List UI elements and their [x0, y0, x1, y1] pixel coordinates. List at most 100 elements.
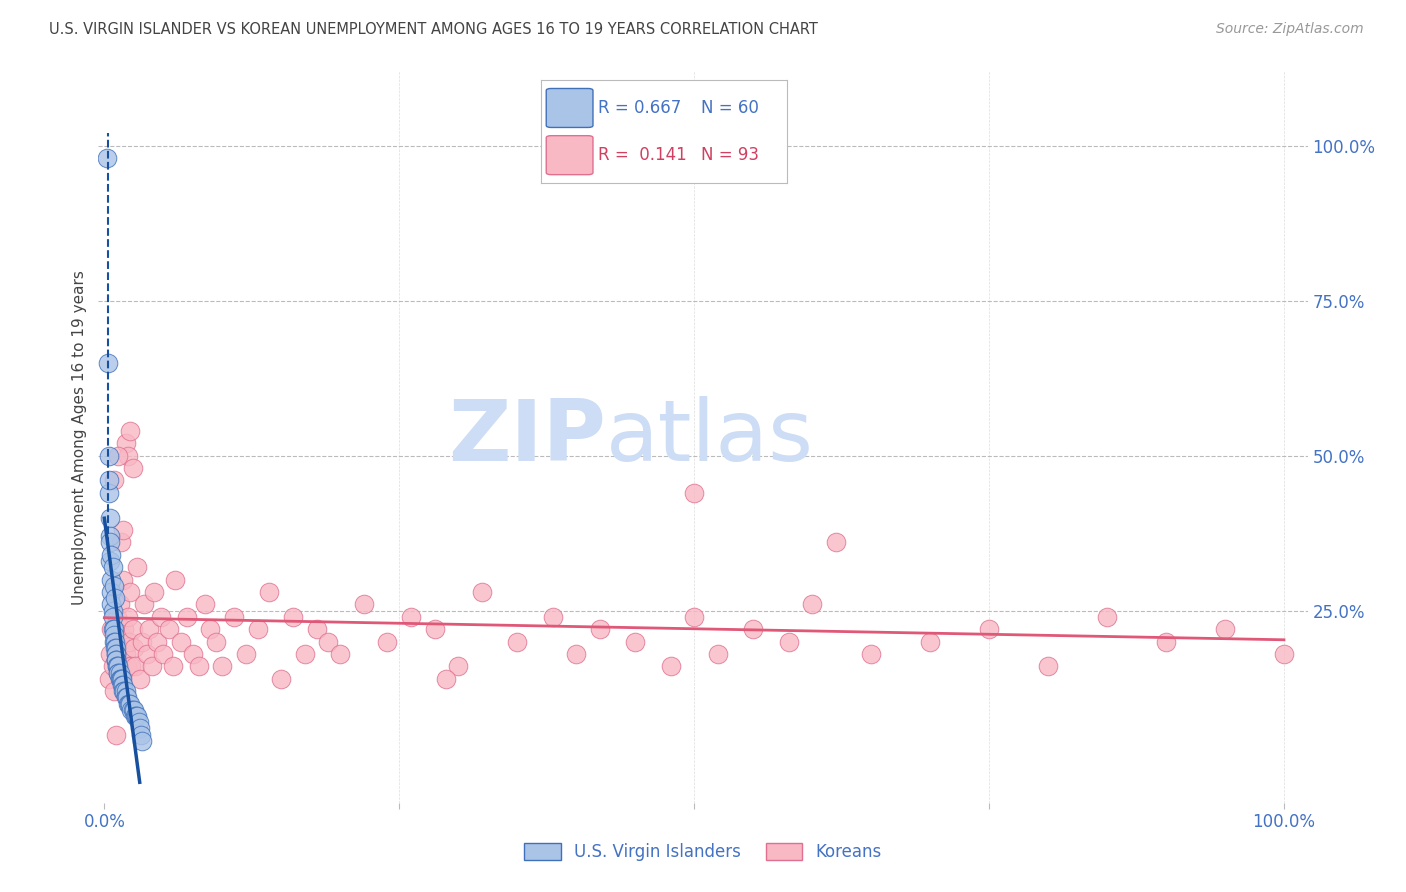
- Point: [101, 610, 124, 624]
- Point: [778, 634, 800, 648]
- Point: [977, 622, 1000, 636]
- Point: [659, 659, 682, 673]
- Point: [122, 703, 145, 717]
- Point: [162, 659, 184, 673]
- Point: [142, 585, 165, 599]
- Point: [104, 591, 127, 606]
- Point: [134, 598, 156, 612]
- Point: [471, 585, 494, 599]
- Point: [128, 672, 150, 686]
- Point: [125, 709, 148, 723]
- Point: [205, 634, 228, 648]
- Point: [112, 684, 135, 698]
- Text: R = 0.667: R = 0.667: [598, 99, 681, 117]
- Point: [742, 622, 765, 636]
- Point: [105, 728, 128, 742]
- Point: [108, 665, 131, 680]
- Point: [105, 647, 128, 661]
- Point: [103, 622, 125, 636]
- Point: [105, 659, 128, 673]
- Point: [270, 672, 292, 686]
- Point: [305, 622, 328, 636]
- Point: [120, 697, 142, 711]
- Point: [112, 622, 135, 636]
- Point: [920, 634, 942, 648]
- Point: [135, 647, 157, 661]
- Point: [118, 634, 141, 648]
- Point: [103, 579, 125, 593]
- Point: [101, 659, 124, 673]
- Point: [104, 640, 127, 655]
- Point: [141, 659, 163, 673]
- Point: [111, 678, 134, 692]
- Point: [110, 672, 132, 686]
- Point: [127, 709, 149, 723]
- Point: [683, 486, 706, 500]
- Point: [120, 659, 142, 673]
- Point: [124, 709, 146, 723]
- Point: [801, 598, 824, 612]
- Point: [1154, 634, 1177, 648]
- FancyBboxPatch shape: [547, 136, 593, 175]
- Point: [157, 622, 180, 636]
- Point: [105, 610, 128, 624]
- Point: [176, 610, 198, 624]
- Point: [117, 610, 139, 624]
- Point: [1213, 622, 1236, 636]
- Point: [101, 604, 124, 618]
- Text: atlas: atlas: [606, 395, 814, 479]
- Point: [149, 610, 172, 624]
- FancyBboxPatch shape: [547, 88, 593, 128]
- Point: [860, 647, 883, 661]
- Point: [1036, 659, 1059, 673]
- Point: [98, 486, 121, 500]
- Point: [98, 510, 121, 524]
- Point: [683, 610, 706, 624]
- Point: [824, 535, 846, 549]
- Point: [222, 610, 245, 624]
- Text: N = 60: N = 60: [702, 99, 759, 117]
- Point: [128, 722, 150, 736]
- Point: [100, 585, 122, 599]
- Point: [117, 449, 139, 463]
- Point: [235, 647, 257, 661]
- Point: [114, 647, 136, 661]
- Point: [117, 697, 139, 711]
- Point: [105, 653, 128, 667]
- Point: [108, 598, 131, 612]
- Point: [112, 678, 135, 692]
- Point: [447, 659, 470, 673]
- Point: [98, 474, 121, 488]
- Point: [115, 659, 138, 673]
- Point: [105, 647, 128, 661]
- Point: [181, 647, 204, 661]
- Point: [114, 436, 136, 450]
- Point: [165, 573, 187, 587]
- Point: [194, 598, 217, 612]
- Point: [110, 535, 132, 549]
- Point: [118, 697, 141, 711]
- Point: [98, 672, 121, 686]
- Point: [107, 665, 129, 680]
- Point: [98, 529, 121, 543]
- Point: [107, 640, 129, 655]
- Point: [97, 356, 120, 370]
- Point: [329, 647, 352, 661]
- Point: [114, 684, 136, 698]
- Point: [103, 474, 125, 488]
- Point: [98, 554, 121, 568]
- Point: [436, 672, 458, 686]
- Point: [107, 665, 129, 680]
- Point: [124, 659, 146, 673]
- Point: [1272, 647, 1295, 661]
- Point: [105, 653, 128, 667]
- Point: [246, 622, 269, 636]
- Point: [706, 647, 728, 661]
- Point: [120, 703, 142, 717]
- Text: U.S. VIRGIN ISLANDER VS KOREAN UNEMPLOYMENT AMONG AGES 16 TO 19 YEARS CORRELATIO: U.S. VIRGIN ISLANDER VS KOREAN UNEMPLOYM…: [49, 22, 818, 37]
- Point: [146, 634, 169, 648]
- Point: [120, 424, 142, 438]
- Point: [152, 647, 174, 661]
- Point: [111, 665, 134, 680]
- Point: [103, 684, 125, 698]
